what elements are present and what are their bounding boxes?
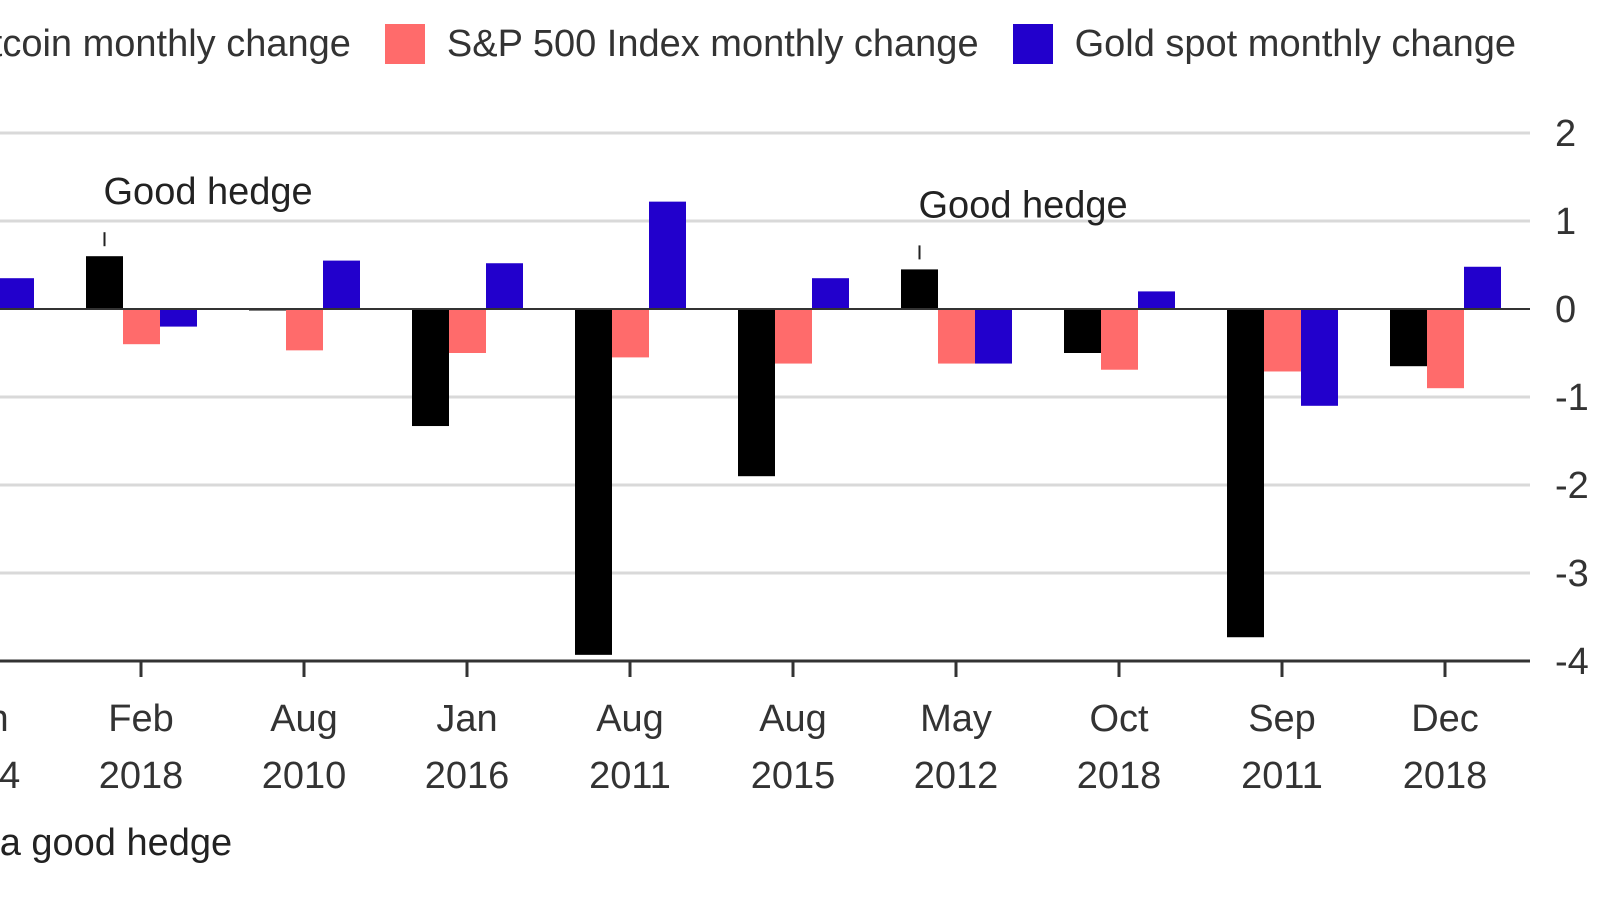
legend-item-sp500: S&P 500 Index monthly change <box>384 22 979 66</box>
bar-sp500-7 <box>1101 309 1138 370</box>
x-tick-label-year-0: 2014 <box>0 755 20 797</box>
y-tick-label-5: -3 <box>1555 553 1589 595</box>
legend-swatch-sp500 <box>384 24 425 64</box>
bar-bitcoin-8 <box>1227 309 1264 638</box>
bar-bitcoin-7 <box>1064 309 1101 353</box>
bar-gold-1 <box>160 309 197 327</box>
x-tick-label-year-3: 2016 <box>425 755 510 797</box>
x-tick-label-month-2: Aug <box>270 698 338 740</box>
x-tick-label-month-9: Dec <box>1411 698 1479 740</box>
bar-bitcoin-5 <box>738 309 775 477</box>
x-tick-label-year-4: 2011 <box>589 755 671 797</box>
annotation-label-1: Good hedge <box>919 184 1128 226</box>
legend-label-gold: Gold spot monthly change <box>1074 22 1517 65</box>
bar-gold-4 <box>649 201 686 309</box>
chart-legend: Bitcoin monthly change S&P 500 Index mon… <box>0 14 1550 74</box>
y-tick-label-3: -1 <box>1555 377 1589 419</box>
bar-bitcoin-1 <box>86 256 123 309</box>
x-tick-label-year-9: 2018 <box>1403 755 1488 797</box>
legend-swatch-gold <box>1012 24 1053 64</box>
bar-sp500-6 <box>938 309 975 364</box>
bar-sp500-9 <box>1427 309 1464 389</box>
y-tick-label-4: -2 <box>1555 465 1589 507</box>
bar-sp500-1 <box>123 309 160 345</box>
x-tick-label-year-2: 2010 <box>262 755 347 797</box>
bar-sp500-2 <box>286 309 323 351</box>
x-tick-label-year-7: 2018 <box>1077 755 1162 797</box>
x-tick-label-year-1: 2018 <box>99 755 184 797</box>
x-tick-label-month-7: Oct <box>1089 698 1149 740</box>
x-tick-label-year-6: 2012 <box>914 755 999 797</box>
bar-gold-3 <box>486 263 523 309</box>
y-tick-label-2: 0 <box>1555 289 1576 331</box>
bar-sp500-8 <box>1264 309 1301 372</box>
bar-gold-7 <box>1138 291 1175 309</box>
bar-bitcoin-4 <box>575 309 612 655</box>
legend-label-sp500: S&P 500 Index monthly change <box>446 22 979 65</box>
bar-gold-0 <box>0 278 34 309</box>
x-tick-label-month-8: Sep <box>1248 698 1316 740</box>
x-tick-label-month-5: Aug <box>759 698 827 740</box>
bar-bitcoin-9 <box>1390 309 1427 367</box>
x-tick-label-month-3: Jan <box>436 698 497 740</box>
bar-sp500-5 <box>775 309 812 364</box>
legend-item-gold: Gold spot monthly change <box>1012 22 1517 66</box>
bar-gold-5 <box>812 278 849 309</box>
bar-gold-9 <box>1464 266 1501 309</box>
y-tick-label-0: 2 <box>1555 113 1576 155</box>
x-tick-label-year-8: 2011 <box>1241 755 1323 797</box>
bar-bitcoin-6 <box>901 269 938 309</box>
x-tick-label-year-5: 2015 <box>751 755 836 797</box>
bar-gold-2 <box>323 260 360 309</box>
bar-bitcoin-3 <box>412 309 449 427</box>
bar-sp500-4 <box>612 309 649 358</box>
legend-label-bitcoin: Bitcoin monthly change <box>0 22 351 65</box>
y-tick-label-1: 1 <box>1555 201 1576 243</box>
x-tick-label-month-6: May <box>920 698 992 740</box>
y-tick-label-6: -4 <box>1555 641 1589 683</box>
x-tick-label-month-1: Feb <box>108 698 173 740</box>
legend-item-bitcoin: Bitcoin monthly change <box>0 23 351 66</box>
bar-gold-8 <box>1301 309 1338 406</box>
bar-gold-6 <box>975 309 1012 364</box>
x-tick-label-month-0: Jun <box>0 698 9 740</box>
bar-sp500-3 <box>449 309 486 353</box>
annotation-label-0: Good hedge <box>104 171 313 213</box>
x-tick-label-month-4: Aug <box>596 698 664 740</box>
footnote-not-good-hedge: Not a good hedge <box>0 822 233 864</box>
